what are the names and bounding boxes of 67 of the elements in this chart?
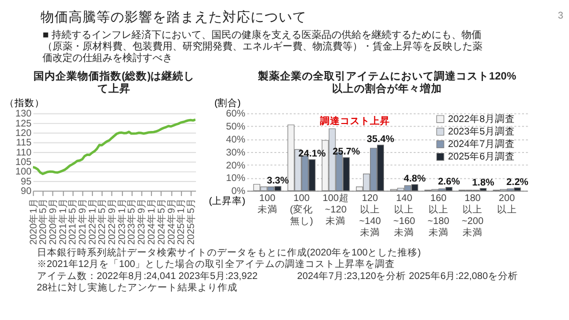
y-tick-label: 125	[15, 118, 32, 130]
text: アイテム数：2022年8月:24,041 2023年5月:23,922 2024年7月:23,120を分析 2025年6月:22,080を分析	[36, 270, 518, 282]
y-axis-title: (割合)	[214, 97, 241, 110]
x-tick-label: 2022年1月	[86, 198, 98, 245]
data-label: 2.2%	[506, 176, 529, 188]
y-tick-label: 95	[20, 176, 32, 188]
x-tick-label: 120以上 ~140未満	[359, 192, 381, 239]
legend-label: 2022年8月調査	[448, 112, 515, 125]
y-tick-label: 30%	[226, 147, 246, 158]
x-tick-label: 2023年1月	[116, 198, 128, 245]
x-tick-label: 180以上 ~200未満	[462, 192, 484, 239]
y-tick-label: 10%	[226, 173, 246, 184]
x-tick-label: 2021年9月	[76, 198, 89, 245]
x-tick-label: 2023年5月	[126, 198, 138, 245]
x-tick-label: 2021年5月	[66, 198, 79, 245]
text: 28社に対し実施したアンケート結果より作成	[36, 281, 238, 294]
x-tick-label: 2024年1月	[146, 198, 158, 245]
y-axis-title: （指数）	[4, 97, 44, 110]
chart-title: 国内企業物価指数(総数)は継続して上昇	[34, 69, 195, 95]
y-tick-label: 20%	[226, 160, 246, 172]
annotation: 調達コスト上昇	[318, 114, 390, 127]
data-label: 4.8%	[404, 174, 426, 185]
line-series	[32, 118, 196, 176]
legend-label: 2025年6月調査	[448, 150, 515, 163]
x-tick-label: 140以上 ~160未満	[393, 192, 416, 239]
x-tick-label: 2025年1月	[175, 198, 188, 245]
data-label: 25.7%	[332, 146, 360, 158]
legend-label: 2024年7月調査	[448, 138, 515, 150]
y-tick-label: 115	[16, 138, 32, 149]
text: ■ 持続するインフレ経済下において、国民の健康を支える医薬品の供給を継続するためにも、物価（原薬・原材料費、包装費用、研究開発費、エネルギー費、物流費等）・賃金上昇等を反映した薬価改定の仕組みを検討すべき	[42, 28, 483, 64]
data-label: 3.3%	[266, 176, 290, 187]
data-label: 35.4%	[366, 134, 395, 146]
y-tick-label: 120	[15, 128, 32, 140]
x-tick-label: 2020年1月	[27, 198, 40, 245]
chart-title: 製薬企業の全取引アイテムにおいて調達コスト120%以上の割合が年々増加	[256, 69, 517, 95]
text: ※2021年12月を「100」とした場合の取引全アイテムの調達コスト上昇率を調査	[36, 258, 396, 270]
x-tick-label: 2025年5月	[184, 198, 197, 245]
x-tick-label: 200以上	[496, 192, 517, 216]
x-tick-label: 160以上 ~180未満	[428, 192, 450, 239]
data-label: 24.1%	[298, 148, 326, 160]
x-tick-label: 2024年5月	[155, 198, 168, 245]
x-tick-label: 2022年9月	[106, 198, 118, 245]
y-tick-label: 40%	[226, 134, 246, 146]
y-tick-label: 130	[15, 108, 32, 120]
x-axis-title: (上昇率)	[208, 194, 246, 207]
x-tick-label: 2021年1月	[56, 198, 69, 245]
y-tick-label: 0%	[231, 186, 246, 198]
y-tick-label: 60%	[226, 108, 246, 120]
data-label: 2.6%	[438, 176, 460, 188]
x-tick-label: 2022年5月	[96, 198, 108, 245]
y-tick-label: 50%	[226, 122, 246, 133]
y-tick-label: 90	[20, 186, 32, 198]
x-tick-label: 100 (変化無し)	[290, 192, 314, 228]
text: 物価高騰等の影響を踏まえた対応について	[40, 9, 307, 24]
text: 日本銀行時系列統計データ検索サイトのデータをもとに作成(2020年を100とした推移)	[36, 246, 421, 259]
x-tick-label: 100未満	[257, 192, 278, 216]
x-tick-label: 2023年9月	[136, 198, 148, 245]
x-tick-label: 2024年9月	[165, 198, 178, 245]
x-tick-label: 2020年5月	[37, 198, 50, 245]
text: 3	[558, 10, 564, 22]
x-tick-label: 100超 ~120未満	[322, 192, 349, 228]
y-tick-label: 105	[15, 157, 32, 168]
data-label: 1.8%	[472, 177, 495, 188]
x-tick-label: 2020年9月	[47, 198, 60, 245]
y-tick-label: 110	[16, 147, 32, 158]
legend-label: 2023年5月調査	[448, 126, 515, 138]
y-tick-label: 100	[15, 166, 32, 178]
